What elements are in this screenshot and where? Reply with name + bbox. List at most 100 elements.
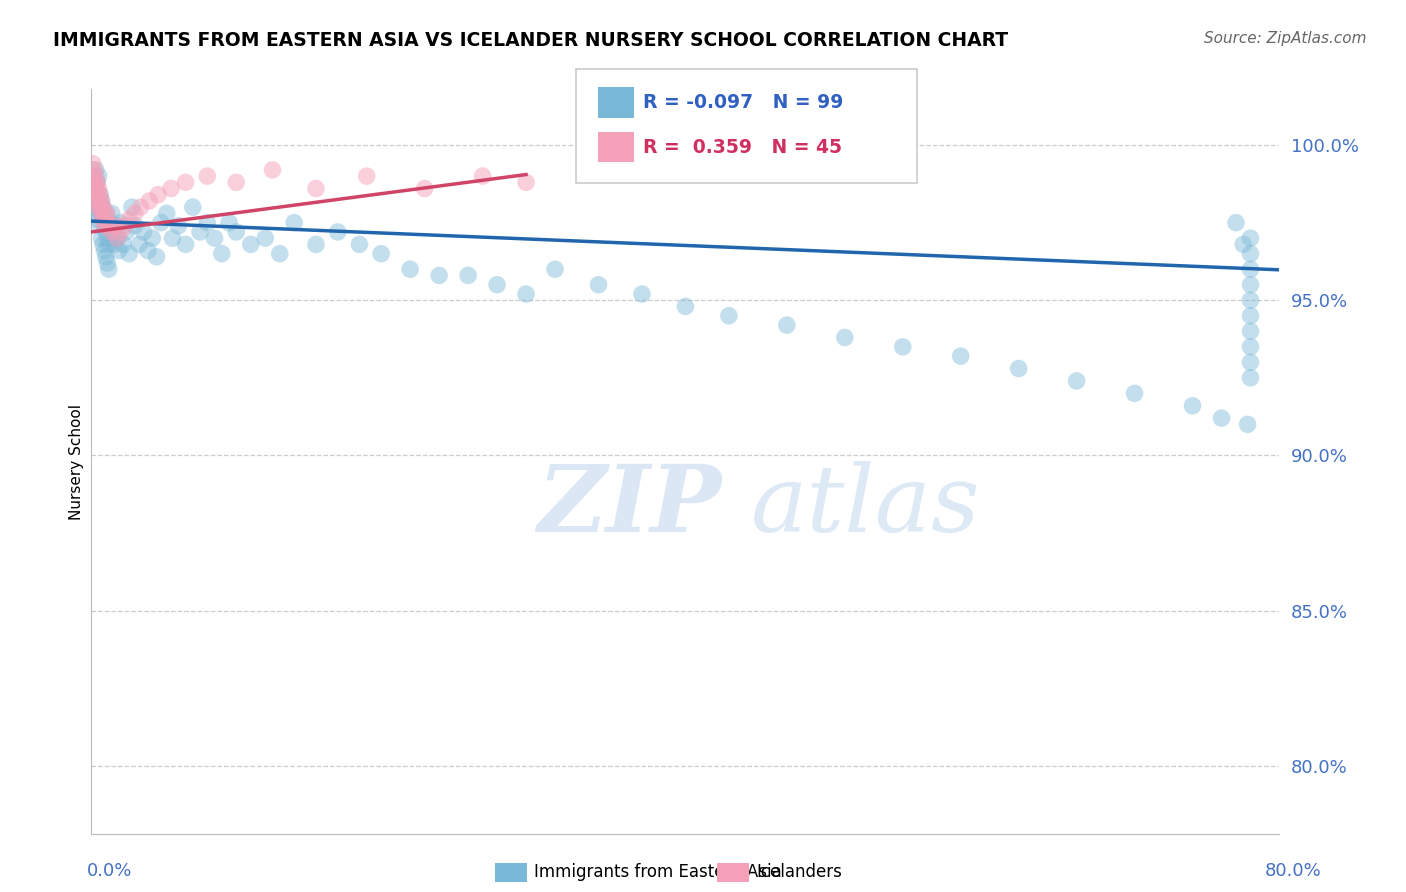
Point — [588, 277, 610, 292]
Text: Icelanders: Icelanders — [756, 863, 842, 881]
Point — [91, 200, 114, 214]
Point — [1239, 231, 1261, 245]
Point — [86, 194, 108, 208]
Point — [181, 200, 204, 214]
Point — [83, 175, 105, 189]
Point — [1239, 277, 1261, 292]
Point — [195, 169, 218, 183]
Point — [118, 212, 141, 227]
Point — [82, 169, 104, 183]
Point — [83, 194, 105, 208]
Point — [94, 212, 117, 227]
Point — [87, 181, 110, 195]
Point — [370, 246, 392, 260]
Point — [1239, 309, 1261, 323]
Point — [188, 225, 211, 239]
Point — [87, 212, 110, 227]
Text: ZIP: ZIP — [537, 461, 721, 551]
Point — [98, 216, 121, 230]
Point — [129, 200, 152, 214]
Point — [84, 181, 107, 195]
Point — [141, 231, 163, 245]
Point — [90, 206, 112, 220]
Point — [115, 225, 138, 239]
Point — [90, 231, 112, 245]
Point — [89, 200, 111, 214]
Point — [100, 206, 122, 220]
Text: Immigrants from Eastern Asia: Immigrants from Eastern Asia — [534, 863, 782, 881]
Point — [717, 309, 740, 323]
Point — [218, 216, 240, 230]
Point — [211, 246, 233, 260]
Text: IMMIGRANTS FROM EASTERN ASIA VS ICELANDER NURSERY SCHOOL CORRELATION CHART: IMMIGRANTS FROM EASTERN ASIA VS ICELANDE… — [53, 31, 1008, 50]
Point — [101, 225, 124, 239]
Point — [1232, 237, 1254, 252]
Point — [136, 244, 159, 258]
Point — [86, 175, 108, 189]
Point — [84, 181, 107, 195]
Point — [91, 237, 114, 252]
Point — [112, 237, 135, 252]
Text: R =  0.359   N = 45: R = 0.359 N = 45 — [643, 137, 842, 157]
Point — [93, 219, 115, 233]
Point — [149, 216, 172, 230]
Point — [86, 187, 108, 202]
Point — [356, 169, 378, 183]
Point — [83, 162, 105, 177]
Point — [949, 349, 972, 363]
Point — [94, 206, 117, 220]
Point — [515, 175, 537, 189]
Point — [86, 175, 108, 189]
Point — [118, 246, 141, 260]
Point — [97, 262, 120, 277]
Point — [87, 194, 110, 208]
Point — [105, 219, 128, 233]
Point — [84, 200, 107, 214]
Y-axis label: Nursery School: Nursery School — [69, 403, 84, 520]
Point — [1123, 386, 1146, 401]
Point — [83, 175, 105, 189]
Point — [124, 219, 146, 233]
Point — [326, 225, 349, 239]
Point — [86, 206, 108, 220]
Point — [631, 287, 654, 301]
Point — [471, 169, 494, 183]
Point — [174, 175, 197, 189]
Point — [167, 219, 190, 233]
Text: atlas: atlas — [751, 461, 980, 551]
Point — [128, 237, 150, 252]
Point — [84, 162, 107, 177]
Point — [114, 219, 136, 233]
Point — [124, 206, 146, 220]
Point — [1239, 324, 1261, 338]
Point — [399, 262, 422, 277]
Point — [84, 169, 107, 183]
Point — [160, 181, 183, 195]
Point — [254, 231, 277, 245]
Point — [225, 225, 247, 239]
Point — [91, 200, 114, 214]
Point — [90, 194, 112, 208]
Point — [1239, 262, 1261, 277]
Point — [305, 181, 328, 195]
Point — [89, 219, 111, 233]
Point — [305, 237, 328, 252]
Point — [269, 246, 291, 260]
Point — [89, 200, 111, 214]
Point — [174, 237, 197, 252]
Point — [1239, 371, 1261, 385]
Point — [1225, 216, 1247, 230]
Point — [86, 187, 108, 202]
Point — [1239, 246, 1261, 260]
Point — [93, 219, 115, 233]
Point — [1181, 399, 1204, 413]
Text: 80.0%: 80.0% — [1265, 862, 1322, 880]
Point — [121, 200, 143, 214]
Point — [93, 244, 115, 258]
Point — [486, 277, 509, 292]
Text: R = -0.097   N = 99: R = -0.097 N = 99 — [643, 93, 844, 112]
Point — [427, 268, 450, 283]
Point — [91, 212, 114, 227]
Text: Source: ZipAtlas.com: Source: ZipAtlas.com — [1204, 31, 1367, 46]
Point — [97, 219, 120, 233]
